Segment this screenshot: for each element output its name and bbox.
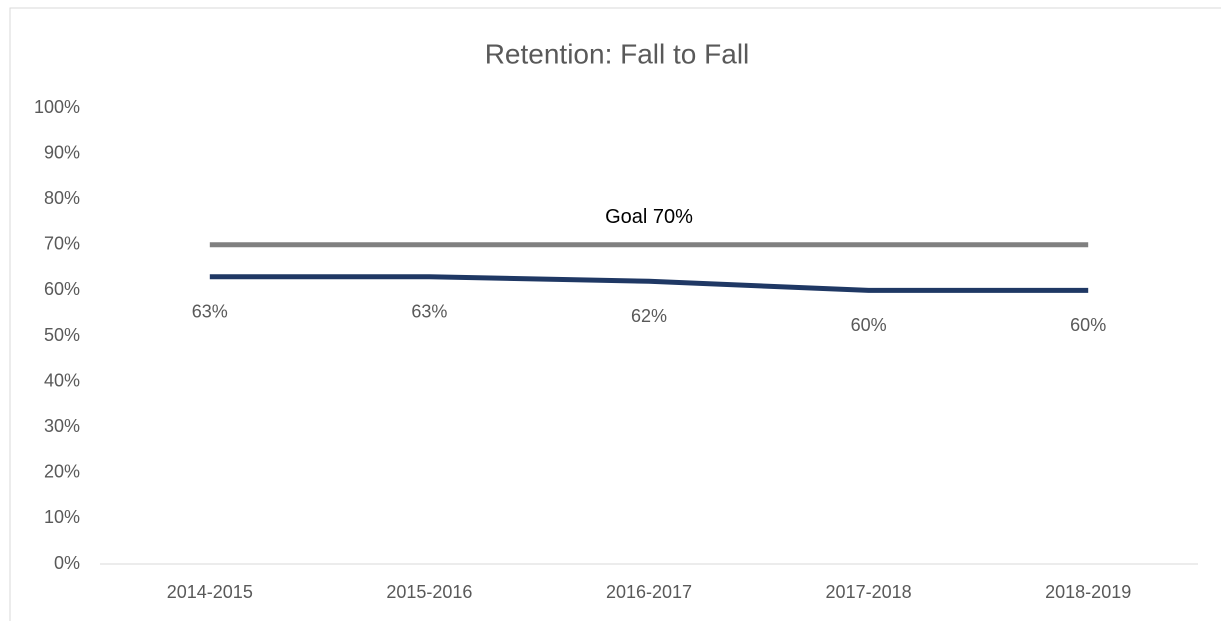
x-tick-label: 2014-2015 <box>167 582 253 602</box>
y-tick-label: 0% <box>54 553 80 573</box>
y-tick-label: 20% <box>44 462 80 482</box>
series-line <box>209 274 1089 293</box>
y-tick-label: 30% <box>44 416 80 436</box>
y-tick-label: 70% <box>44 234 80 254</box>
data-label: 63% <box>192 301 228 321</box>
data-label: 60% <box>851 315 887 335</box>
x-tick-label: 2015-2016 <box>386 582 472 602</box>
x-tick-label: 2017-2018 <box>826 582 912 602</box>
chart-frame <box>9 7 1221 626</box>
y-tick-label: 40% <box>44 370 80 390</box>
annotation: Goal 70% <box>605 206 693 228</box>
data-label: 60% <box>1070 315 1106 335</box>
x-tick-label: 2016-2017 <box>606 582 692 602</box>
x-tick-label: 2018-2019 <box>1045 582 1131 602</box>
data-label: 63% <box>411 301 447 321</box>
y-tick-label: 80% <box>44 188 80 208</box>
chart-title: Retention: Fall to Fall <box>485 38 750 69</box>
data-label: 62% <box>631 306 667 326</box>
y-tick-label: 100% <box>34 97 80 117</box>
y-tick-label: 90% <box>44 142 80 162</box>
y-tick-label: 60% <box>44 279 80 299</box>
y-tick-label: 50% <box>44 325 80 345</box>
y-tick-label: 10% <box>44 507 80 527</box>
